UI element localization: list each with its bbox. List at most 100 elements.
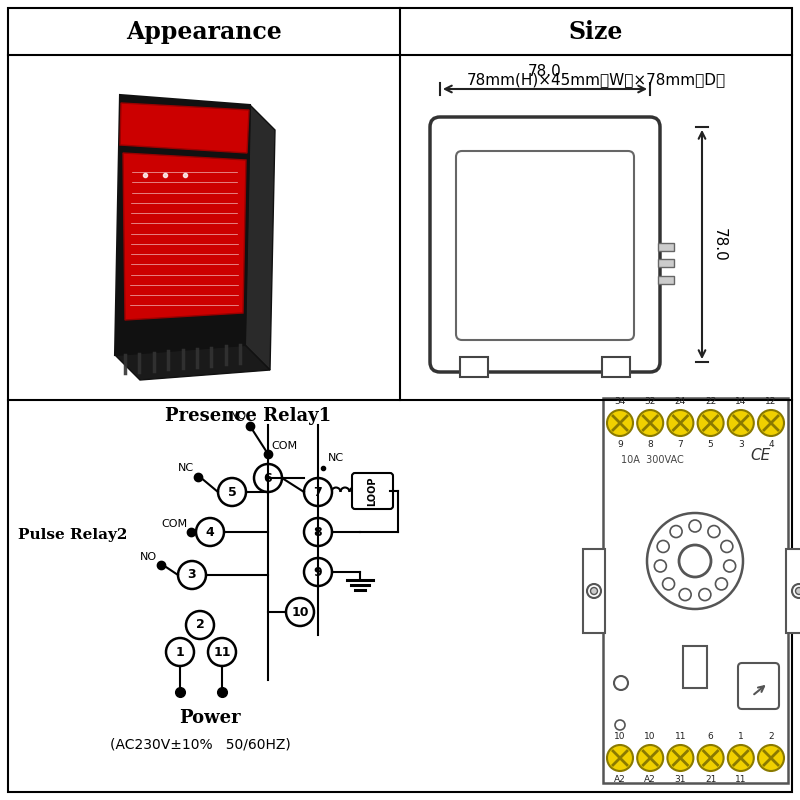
Circle shape [689,520,701,532]
Circle shape [698,745,724,771]
Circle shape [614,676,628,690]
Text: 22: 22 [705,397,716,406]
Circle shape [638,745,663,771]
Text: 4: 4 [206,526,214,538]
Text: 21: 21 [705,775,716,784]
Circle shape [698,410,724,436]
Circle shape [304,518,332,546]
Text: COM: COM [271,441,297,451]
Polygon shape [115,95,250,355]
FancyBboxPatch shape [352,473,393,509]
Circle shape [724,560,736,572]
Text: (AC230V±10%   50/60HZ): (AC230V±10% 50/60HZ) [110,738,290,752]
Text: 1: 1 [176,646,184,658]
Bar [786,549,800,633]
Text: 1: 1 [738,732,744,741]
Text: 11: 11 [674,732,686,741]
Text: Pulse Relay2: Pulse Relay2 [18,528,127,542]
Circle shape [795,587,800,594]
Text: 8: 8 [647,440,653,449]
Text: 9: 9 [617,440,623,449]
Text: 7: 7 [314,486,322,498]
Text: 10A  300VAC: 10A 300VAC [621,455,684,465]
Circle shape [304,478,332,506]
Circle shape [587,584,601,598]
Text: 2: 2 [196,618,204,631]
Circle shape [607,745,633,771]
Text: 78mm(H)×45mm（W）×78mm（D）: 78mm(H)×45mm（W）×78mm（D） [466,73,726,87]
Text: 10: 10 [614,732,626,741]
Polygon shape [115,345,270,380]
Circle shape [615,720,625,730]
Circle shape [590,587,598,594]
Text: NO: NO [230,411,247,421]
Circle shape [186,611,214,639]
Bar [658,243,674,251]
Text: 11: 11 [735,775,746,784]
Circle shape [679,545,711,577]
Text: Appearance: Appearance [126,20,282,44]
Circle shape [607,410,633,436]
Polygon shape [123,153,246,320]
Circle shape [662,578,674,590]
Circle shape [667,410,694,436]
Circle shape [254,464,282,492]
Circle shape [196,518,224,546]
Circle shape [715,578,727,590]
Circle shape [638,410,663,436]
Text: 10: 10 [291,606,309,618]
Text: 9: 9 [314,566,322,578]
Circle shape [721,541,733,553]
Text: 6: 6 [264,471,272,485]
Bar [683,646,707,688]
Circle shape [286,598,314,626]
Circle shape [667,745,694,771]
Bar [602,357,630,377]
Text: 34: 34 [614,397,626,406]
Text: A2: A2 [644,775,656,784]
Circle shape [679,589,691,601]
Text: 11: 11 [214,646,230,658]
Circle shape [670,526,682,538]
Text: 78.0: 78.0 [712,228,727,262]
Bar [658,276,674,284]
Text: 12: 12 [766,397,777,406]
Circle shape [647,513,743,609]
FancyBboxPatch shape [456,151,634,340]
Text: NC: NC [328,453,344,463]
Circle shape [304,558,332,586]
Text: 24: 24 [674,397,686,406]
Text: CE: CE [750,449,770,463]
Text: 4: 4 [768,440,774,449]
FancyBboxPatch shape [430,117,660,372]
Text: 8: 8 [314,526,322,538]
Circle shape [654,560,666,572]
Text: 5: 5 [228,486,236,498]
Text: A2: A2 [614,775,626,784]
Bar [603,398,788,783]
Text: LOOP: LOOP [367,476,378,506]
Text: 7: 7 [678,440,683,449]
Text: 32: 32 [645,397,656,406]
Polygon shape [245,105,275,370]
Circle shape [708,526,720,538]
Bar [583,549,605,633]
Text: 2: 2 [768,732,774,741]
Text: 5: 5 [708,440,714,449]
Text: Power: Power [179,709,241,727]
Circle shape [208,638,236,666]
Circle shape [657,541,669,553]
Text: 3: 3 [738,440,744,449]
Bar [658,259,674,267]
Text: 31: 31 [674,775,686,784]
Circle shape [758,410,784,436]
Text: Presence Relay1: Presence Relay1 [165,407,331,425]
Circle shape [758,745,784,771]
Text: NC: NC [178,463,194,473]
Polygon shape [120,103,249,153]
Text: 78.0: 78.0 [528,64,562,79]
Text: Size: Size [569,20,623,44]
Text: 6: 6 [708,732,714,741]
Text: COM: COM [162,519,188,529]
Text: 3: 3 [188,569,196,582]
